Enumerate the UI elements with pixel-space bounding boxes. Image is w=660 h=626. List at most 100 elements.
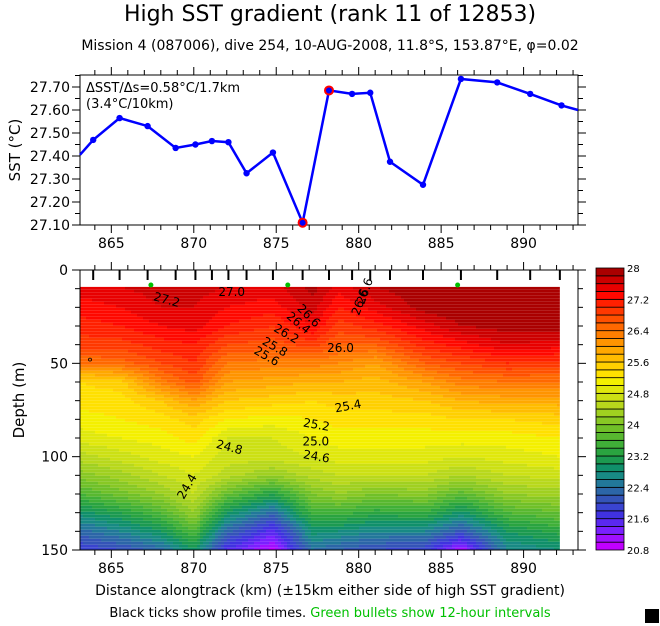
plot-frame: [79, 74, 579, 226]
colorbar-tick-label: 25.6: [627, 358, 649, 369]
contour-label: 24.6: [302, 447, 331, 465]
x-tick-label: 885: [428, 561, 455, 577]
sst-point: [225, 139, 232, 146]
gradient-annotation: ΔSST/Δs=0.58°C/1.7km: [86, 81, 240, 96]
contour-label: 25.2: [302, 416, 331, 434]
colorbar-bin: [595, 518, 625, 527]
colorbar-bin: [595, 283, 625, 292]
colorbar-bin: [595, 447, 625, 457]
contour-label: 27.2: [152, 290, 181, 310]
gradient-endpoint: [324, 85, 334, 96]
sst-point: [348, 90, 356, 98]
colorbar-bin: [595, 314, 625, 324]
y-tick-label: 50: [50, 356, 68, 372]
sst-point: [243, 170, 250, 177]
sst-line-plot: 865 870 875 880 885 890 27.10 27.20 27.30 27.40 27…: [6, 67, 586, 252]
sst-point: [192, 141, 199, 148]
colorbar-tick-label: 26.4: [627, 327, 649, 338]
colorbar-bin: [595, 471, 625, 480]
x-tick-label: 865: [98, 561, 125, 577]
y-tick-label: 150: [41, 543, 68, 559]
contour-label: 27.0: [218, 285, 245, 299]
colorbar-tick-label: 27.2: [627, 295, 649, 306]
sst-point: [386, 158, 394, 165]
colorbar-bin: [595, 526, 625, 535]
colorbar-bin: [595, 392, 625, 402]
x-tick-label: 875: [263, 561, 290, 577]
x-tick-label: 880: [345, 561, 372, 577]
sst-point: [419, 181, 427, 188]
gradient-annotation-10km: (3.4°C/10km): [86, 97, 174, 112]
note-black-ticks: Black ticks show profile times.: [109, 606, 311, 621]
colorbar-bin: [595, 541, 625, 551]
y-tick-label: 27.70: [30, 80, 70, 96]
colorbar-tick-label: 22.4: [627, 483, 649, 494]
sst-point: [208, 137, 216, 145]
y-axis-label: SST (°C): [6, 119, 24, 182]
12-hour-bullet: [148, 282, 154, 288]
colorbar-bin: [595, 377, 625, 386]
colorbar-bin: [595, 353, 625, 363]
colorbar-bin: [595, 494, 625, 504]
x-axis-label: Distance alongtrack (km) (±15km either s…: [95, 583, 565, 599]
chart-title: High SST gradient (rank 11 of 12853): [123, 2, 537, 27]
x-tick-label: 890: [510, 561, 537, 577]
y-tick-label: 27.20: [30, 195, 70, 211]
colorbar-bin: [595, 330, 625, 339]
colorbar-tick-label: 21.6: [627, 515, 649, 526]
colorbar-bin: [595, 408, 625, 418]
sst-point: [144, 122, 151, 130]
sst-point: [457, 75, 465, 83]
colorbar-bin: [595, 291, 625, 300]
colorbar-bin: [595, 424, 625, 433]
x-tick-label: 880: [345, 236, 372, 252]
colorbar-bin: [595, 439, 625, 449]
sst-point: [526, 90, 534, 98]
12-hour-bullet: [455, 282, 461, 288]
colorbar: 28 27.2 26.4 25.6 24.8 24 23.2 22.4 21.6 20.8: [595, 264, 649, 557]
y-tick-label: 27.50: [30, 126, 70, 142]
colorbar-bin: [595, 502, 625, 512]
colorbar-bin: [595, 267, 625, 277]
sst-point: [558, 102, 565, 109]
x-tick-label: 865: [98, 236, 125, 252]
sst-point: [172, 144, 179, 152]
x-tick-label: 890: [510, 236, 537, 252]
chart-subtitle: Mission 4 (087006), dive 254, 10-AUG-200…: [81, 38, 579, 54]
colorbar-bin: [595, 338, 625, 347]
contour-label: 26.0: [327, 341, 354, 355]
colorbar-bin: [595, 416, 625, 426]
temperature-section-plot: 27.2 27.026.626.426.226.025.825.625.425.2…: [10, 262, 586, 577]
y-axis-label: Depth (m): [10, 362, 28, 439]
y-tick-label: 0: [59, 263, 68, 279]
x-tick-label: 870: [180, 561, 207, 577]
colorbar-tick-label: 23.2: [627, 452, 649, 463]
sst-point: [269, 149, 277, 156]
colorbar-bin: [595, 361, 625, 371]
marker-dot: [88, 357, 92, 362]
colorbar-tick-label: 24.8: [627, 389, 649, 400]
y-tick-label: 100: [41, 450, 68, 466]
contour-label: 24.8: [215, 437, 244, 457]
x-tick-label: 870: [180, 236, 207, 252]
sst-point: [89, 136, 97, 144]
colorbar-bin: [595, 275, 625, 285]
colorbar-bin: [595, 533, 625, 543]
colorbar-bin: [595, 306, 625, 316]
colorbar-bin: [595, 432, 625, 441]
footer-note: Black ticks show profile times. Green bu…: [0, 606, 660, 621]
contour-label: 25.0: [302, 434, 329, 448]
contour-label: 25.4: [334, 397, 363, 415]
colorbar-bin: [595, 385, 625, 394]
colorbar-bin: [595, 510, 625, 520]
12-hour-bullet: [285, 282, 291, 288]
colorbar-bin: [595, 298, 625, 308]
corner-marker: [645, 609, 659, 623]
temperature-field: [80, 286, 560, 550]
sst-point: [367, 89, 374, 96]
x-tick-label: 885: [428, 236, 455, 252]
colorbar-bin: [595, 369, 625, 379]
colorbar-bin: [595, 486, 625, 496]
y-tick-label: 27.40: [30, 149, 70, 165]
